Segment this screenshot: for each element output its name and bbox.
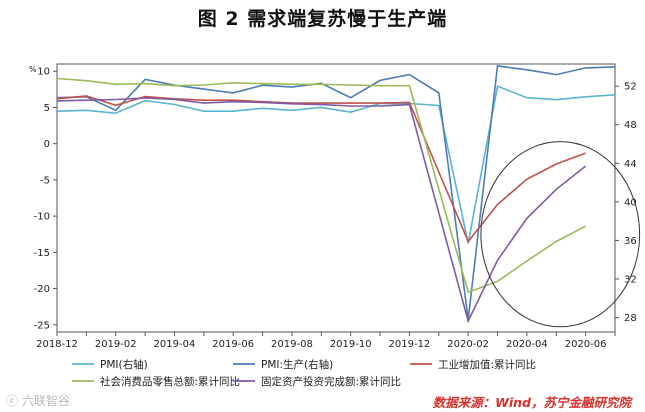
y-left-tick-label: -15	[34, 248, 50, 259]
x-tick-label: 2020-02	[447, 339, 489, 350]
y-left-tick-label: -5	[40, 175, 50, 186]
series-line	[56, 97, 587, 324]
legend-label: 固定资产投资完成额:累计同比	[261, 375, 401, 388]
x-tick-label: 2020-06	[565, 339, 607, 350]
x-tick-label: 2020-04	[506, 339, 548, 350]
chart-axes: 10 5 0 -5 -10 -15 -20 -25% 52 48 44 40 36 32 28 2018-12…	[29, 63, 637, 350]
y-left-tick-label: 10	[37, 67, 50, 78]
x-tick-label: 2018-12	[36, 339, 78, 350]
chart-title: 图 2 需求端复苏慢于生产端	[197, 8, 448, 30]
watermark-text: ⓒ 六联智谷	[6, 394, 70, 408]
series-line	[56, 85, 616, 244]
x-tick-label: 2019-04	[154, 339, 196, 350]
y-right-tick-label: 48	[624, 120, 637, 131]
y-left-tick-label: 5	[44, 103, 50, 114]
x-tick-label: 2019-08	[271, 339, 313, 350]
legend-label: PMI(右轴)	[100, 358, 148, 371]
chart-legend: PMI(右轴) PMI:生产(右轴) 工业增加值:累计同比社会消费品零售总额:累计同…	[72, 358, 536, 388]
y-right-tick-label: 32	[624, 274, 637, 285]
x-tick-label: 2019-12	[389, 339, 431, 350]
y-right-tick-label: 52	[624, 82, 637, 93]
chart-plot-area	[56, 64, 641, 328]
y-left-tick-label: -10	[34, 212, 50, 223]
x-tick-label: 2019-10	[330, 339, 372, 350]
x-tick-label: 2019-02	[95, 339, 137, 350]
y-left-unit: %	[29, 65, 37, 74]
data-source-note: 数据来源：Wind，苏宁金融研究院	[432, 395, 631, 410]
y-left-tick-label: 0	[44, 139, 50, 150]
y-right-tick-label: 40	[624, 197, 637, 208]
y-right-tick-label: 36	[624, 236, 637, 247]
y-right-tick-label: 44	[624, 159, 637, 170]
series-line	[56, 77, 586, 294]
series-line	[56, 64, 616, 320]
highlight-ellipse	[480, 141, 641, 328]
y-right-tick-label: 28	[624, 313, 637, 324]
y-left-tick-label: -20	[34, 284, 50, 295]
legend-label: PMI:生产(右轴)	[261, 358, 333, 371]
plot-frame	[56, 63, 616, 333]
legend-label: 工业增加值:累计同比	[438, 358, 536, 371]
legend-label: 社会消费品零售总额:累计同比	[100, 375, 240, 388]
x-tick-label: 2019-06	[212, 339, 254, 350]
y-left-tick-label: -25	[34, 320, 50, 331]
series-line	[56, 95, 586, 244]
